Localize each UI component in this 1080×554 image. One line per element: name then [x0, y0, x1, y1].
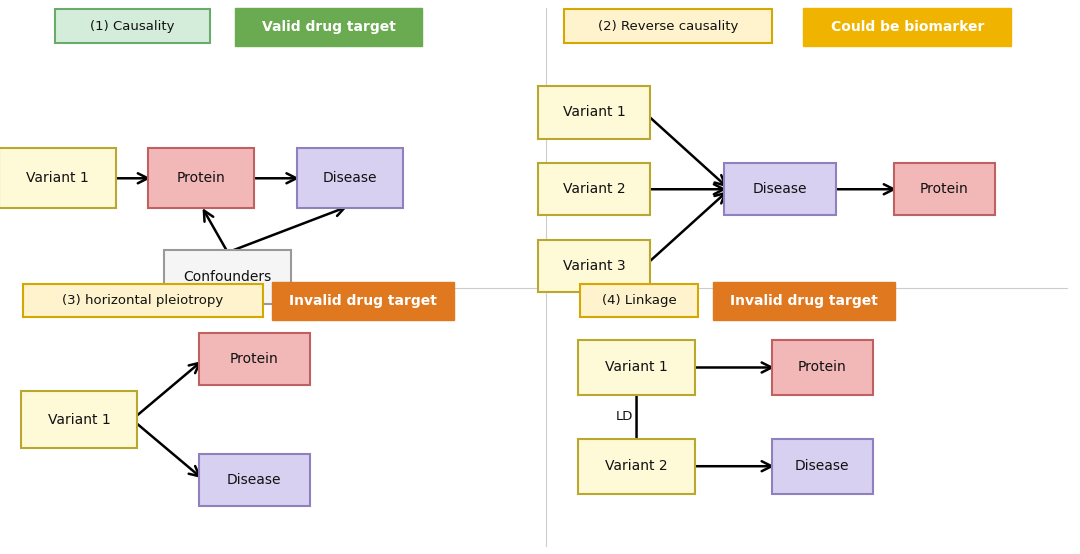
Text: Protein: Protein	[230, 352, 279, 366]
FancyBboxPatch shape	[164, 250, 292, 304]
Text: Disease: Disease	[323, 171, 377, 185]
Text: Variant 2: Variant 2	[605, 459, 667, 473]
Text: Variant 3: Variant 3	[563, 259, 625, 273]
FancyBboxPatch shape	[538, 86, 650, 138]
Text: Invalid drug target: Invalid drug target	[289, 294, 437, 308]
FancyBboxPatch shape	[725, 163, 836, 216]
FancyBboxPatch shape	[772, 439, 873, 494]
Text: Valid drug target: Valid drug target	[261, 20, 395, 34]
Text: Disease: Disease	[795, 459, 850, 473]
Text: Protein: Protein	[920, 182, 969, 196]
FancyBboxPatch shape	[0, 148, 117, 208]
FancyBboxPatch shape	[23, 284, 262, 317]
Text: Could be biomarker: Could be biomarker	[831, 20, 984, 34]
FancyBboxPatch shape	[804, 8, 1011, 45]
FancyBboxPatch shape	[772, 340, 873, 395]
Text: LD: LD	[616, 411, 633, 423]
Text: (2) Reverse causality: (2) Reverse causality	[598, 19, 739, 33]
Text: Protein: Protein	[177, 171, 226, 185]
FancyBboxPatch shape	[21, 391, 137, 448]
Text: Confounders: Confounders	[184, 270, 272, 284]
Text: (4) Linkage: (4) Linkage	[602, 294, 676, 307]
Text: Protein: Protein	[798, 361, 847, 375]
Text: (1) Causality: (1) Causality	[90, 19, 174, 33]
Text: Variant 1: Variant 1	[48, 413, 110, 427]
Text: Disease: Disease	[227, 473, 282, 487]
Text: Variant 1: Variant 1	[605, 361, 667, 375]
FancyBboxPatch shape	[272, 283, 454, 320]
FancyBboxPatch shape	[148, 148, 254, 208]
FancyBboxPatch shape	[578, 340, 694, 395]
FancyBboxPatch shape	[199, 333, 310, 386]
Text: Variant 2: Variant 2	[563, 182, 625, 196]
FancyBboxPatch shape	[580, 284, 698, 317]
FancyBboxPatch shape	[235, 8, 422, 45]
FancyBboxPatch shape	[713, 283, 894, 320]
FancyBboxPatch shape	[538, 240, 650, 292]
FancyBboxPatch shape	[894, 163, 995, 216]
Text: Variant 1: Variant 1	[26, 171, 90, 185]
FancyBboxPatch shape	[199, 454, 310, 506]
FancyBboxPatch shape	[538, 163, 650, 216]
FancyBboxPatch shape	[565, 9, 772, 43]
FancyBboxPatch shape	[55, 9, 210, 43]
Text: Disease: Disease	[753, 182, 807, 196]
Text: Variant 1: Variant 1	[563, 105, 625, 120]
FancyBboxPatch shape	[297, 148, 403, 208]
Text: (3) horizontal pleiotropy: (3) horizontal pleiotropy	[63, 294, 224, 307]
FancyBboxPatch shape	[578, 439, 694, 494]
Text: Invalid drug target: Invalid drug target	[730, 294, 878, 308]
